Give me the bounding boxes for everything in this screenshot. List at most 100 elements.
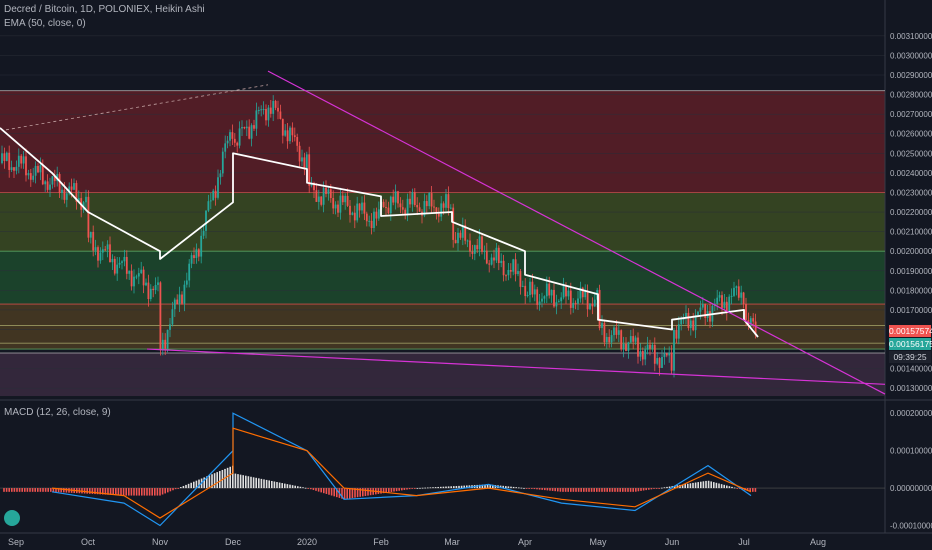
candle-body (361, 202, 363, 211)
candle-body (229, 132, 231, 141)
candle-body (649, 344, 651, 349)
candle-body (437, 213, 440, 217)
price-axis-label: 0.00280000 (890, 91, 932, 100)
candle-body (658, 358, 661, 368)
macd-histogram-bar (320, 488, 322, 493)
macd-histogram-bar (720, 484, 723, 489)
candle-body (730, 295, 733, 297)
price-axis-label: 0.00240000 (890, 169, 932, 178)
candle-body (152, 288, 155, 291)
candle-body (245, 126, 248, 129)
macd-histogram-bar (385, 488, 387, 493)
candle-body (209, 200, 212, 202)
macd-histogram-bar (138, 488, 140, 496)
tradingview-logo-icon[interactable] (4, 510, 20, 526)
macd-histogram-bar (42, 488, 44, 492)
candle-body (495, 247, 498, 261)
candle-body (221, 151, 224, 174)
macd-histogram-bar (562, 488, 564, 492)
macd-histogram-bar (551, 488, 554, 491)
macd-histogram-bar (668, 486, 671, 489)
candle-body (53, 176, 56, 182)
price-axis-label: 0.00210000 (890, 228, 932, 237)
macd-histogram-bar (622, 488, 624, 492)
macd-histogram-bar (648, 488, 650, 490)
candle-body (181, 294, 183, 304)
candle-body (752, 318, 755, 322)
candle-body (207, 201, 210, 211)
macd-histogram-bar (52, 488, 55, 492)
candle-body (543, 296, 546, 299)
candle-body (37, 165, 39, 173)
macd-histogram-bar (260, 478, 263, 489)
macd-histogram-bar (559, 488, 562, 492)
macd-histogram-bar (120, 488, 122, 496)
dashed-trendline (5, 84, 269, 131)
candle-body (236, 142, 239, 146)
macd-axis-label: -0.00010000 (890, 522, 932, 531)
macd-histogram-bar (265, 479, 268, 489)
candle-body (385, 207, 387, 209)
macd-histogram-bar (458, 485, 460, 489)
candle-body (425, 201, 428, 207)
candle-body (195, 249, 198, 259)
macd-histogram-bar (167, 488, 169, 493)
candle-body (639, 350, 642, 357)
candle-body (140, 269, 143, 274)
macd-histogram-bar (632, 488, 634, 492)
macd-histogram-bar (635, 488, 637, 492)
macd-histogram-bar (713, 482, 715, 489)
macd-histogram-bar (21, 488, 23, 492)
candle-body (416, 205, 419, 208)
candle-body (466, 240, 469, 242)
candle-body (346, 195, 349, 206)
candle-body (742, 292, 745, 304)
candle-body (325, 187, 327, 194)
candle-body (142, 269, 145, 286)
macd-histogram-bar (414, 488, 416, 489)
candle-body (517, 271, 519, 275)
macd-histogram-bar (55, 488, 57, 493)
macd-histogram-bar (681, 484, 684, 489)
candle-body (459, 232, 462, 238)
candle-body (536, 289, 539, 305)
candle-body (10, 167, 13, 170)
macd-histogram-bar (484, 484, 486, 489)
candle-body (728, 296, 731, 313)
macd-histogram-bar (533, 488, 536, 490)
candle-body (257, 110, 260, 112)
macd-histogram-bar (341, 488, 343, 499)
ema-layer (0, 127, 759, 338)
macd-histogram-bar (96, 488, 99, 495)
candle-body (277, 107, 279, 112)
candle-body (651, 344, 654, 349)
candle-body (99, 252, 102, 261)
candle-body (173, 299, 176, 310)
candle-body (377, 209, 380, 219)
macd-histogram-bar (567, 488, 569, 492)
macd-histogram-bar (208, 475, 211, 489)
macd-histogram-bar (518, 487, 520, 489)
candle-body (577, 298, 579, 304)
candle-body (8, 152, 11, 170)
candle-body (351, 212, 354, 215)
macd-histogram-bar (655, 488, 658, 489)
price-axis-label: 0.00300000 (890, 51, 932, 60)
candle-body (281, 118, 284, 136)
candle-body (5, 152, 8, 161)
candle-body (598, 289, 601, 328)
macd-histogram-bar (580, 488, 582, 492)
candle-body (322, 187, 325, 205)
candle-body (493, 257, 495, 261)
candle-body (125, 256, 128, 274)
macd-histogram-bar (203, 477, 205, 489)
candle-body (485, 250, 488, 264)
candle-body (133, 276, 135, 287)
macd-histogram-bar (291, 485, 294, 489)
candle-body (553, 289, 555, 307)
macd-histogram-bar (460, 485, 463, 489)
macd-histogram-bar (609, 488, 611, 492)
macd-histogram-bar (437, 486, 439, 489)
candle-body (1, 153, 3, 164)
